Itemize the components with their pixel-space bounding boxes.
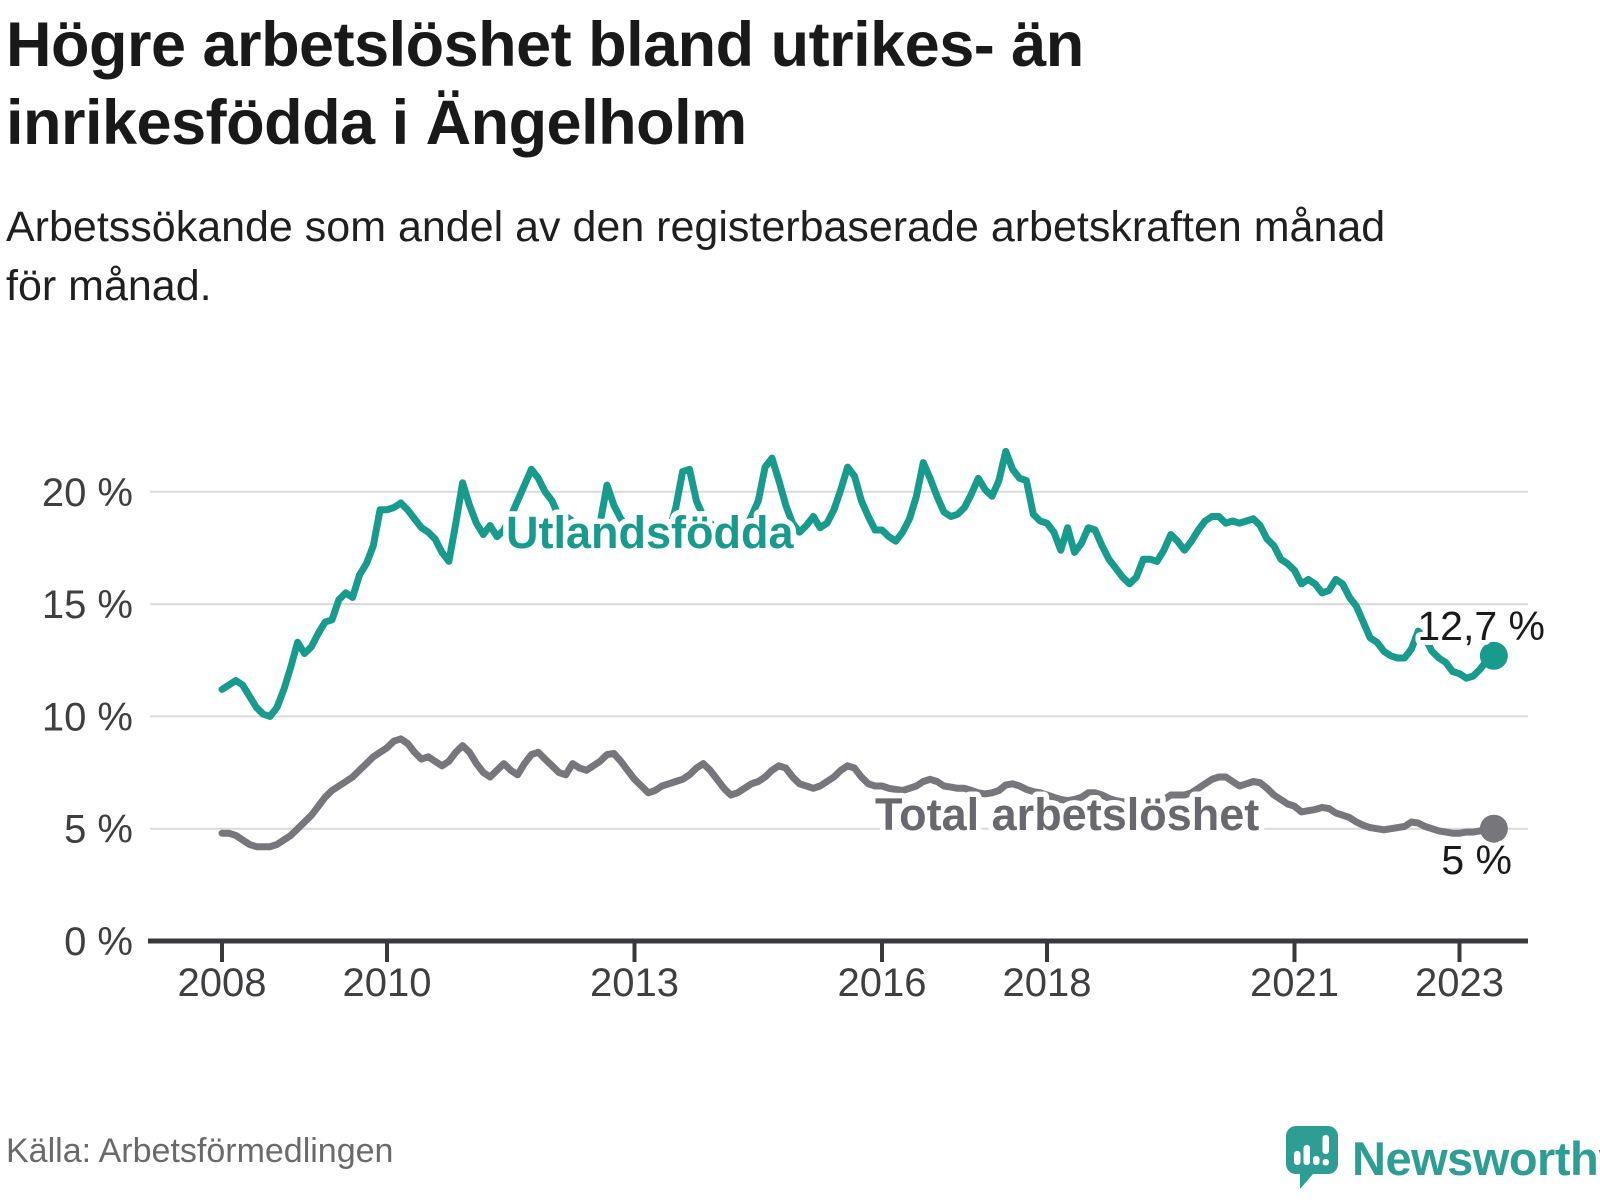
title-line-1: Högre arbetslöshet bland utrikes- än [6, 10, 1084, 80]
logo-pin-icon [1286, 1126, 1338, 1189]
title-line-2: inrikesfödda i Ängelholm [6, 88, 747, 159]
source-note: Källa: Arbetsförmedlingen [6, 1132, 394, 1170]
y-tick-label: 15 % [42, 583, 133, 627]
end-value-label-utlandsfodda: 12,7 % [1417, 603, 1545, 649]
series-label-total-arbetsloshet: Total arbetslöshet [875, 789, 1259, 840]
x-tick-label: 2023 [1415, 961, 1504, 1005]
y-tick-label: 0 % [64, 920, 133, 964]
chart-header: Högre arbetslöshet bland utrikes- än inri… [6, 6, 1566, 315]
x-tick-label: 2010 [343, 961, 432, 1005]
end-value-label-total-arbetsloshet: 5 % [1441, 837, 1512, 883]
subtitle-line-1: Arbetssökande som andel av den registerb… [6, 203, 1386, 252]
y-tick-label: 20 % [42, 471, 133, 515]
x-tick-label: 2013 [590, 961, 679, 1005]
annotation-layer: Utlandsfödda 12,7 % Total arbetslöshet 5 % [501, 502, 1551, 889]
x-tick-label: 2018 [1003, 961, 1092, 1005]
series-line-utlandsfodda [218, 447, 1498, 720]
series-layer [218, 447, 1508, 851]
series-line-total-arbetsloshet [218, 735, 1498, 851]
newsworthy-logo: Newsworthy [1286, 1126, 1600, 1190]
end-dot-total-arbetsloshet [1479, 814, 1508, 843]
page-title: Högre arbetslöshet bland utrikes- än inri… [6, 6, 1566, 162]
x-tick-label: 2021 [1250, 961, 1339, 1005]
grid-layer: 0 % 5 % 10 % 15 % 20 % 2008 2010 2013 2016 2018 20… [42, 471, 1528, 1005]
y-tick-label: 5 % [64, 808, 133, 852]
y-tick-label: 10 % [42, 695, 133, 739]
x-tick-label: 2016 [838, 961, 927, 1005]
logo-wordmark: Newsworthy [1352, 1131, 1600, 1185]
series-label-utlandsfodda: Utlandsfödda [506, 507, 794, 558]
end-dot-utlandsfodda [1479, 641, 1508, 670]
chart-subtitle: Arbetssökande som andel av den registerb… [6, 198, 1566, 315]
subtitle-line-2: för månad. [6, 261, 212, 310]
x-tick-label: 2008 [178, 961, 267, 1005]
